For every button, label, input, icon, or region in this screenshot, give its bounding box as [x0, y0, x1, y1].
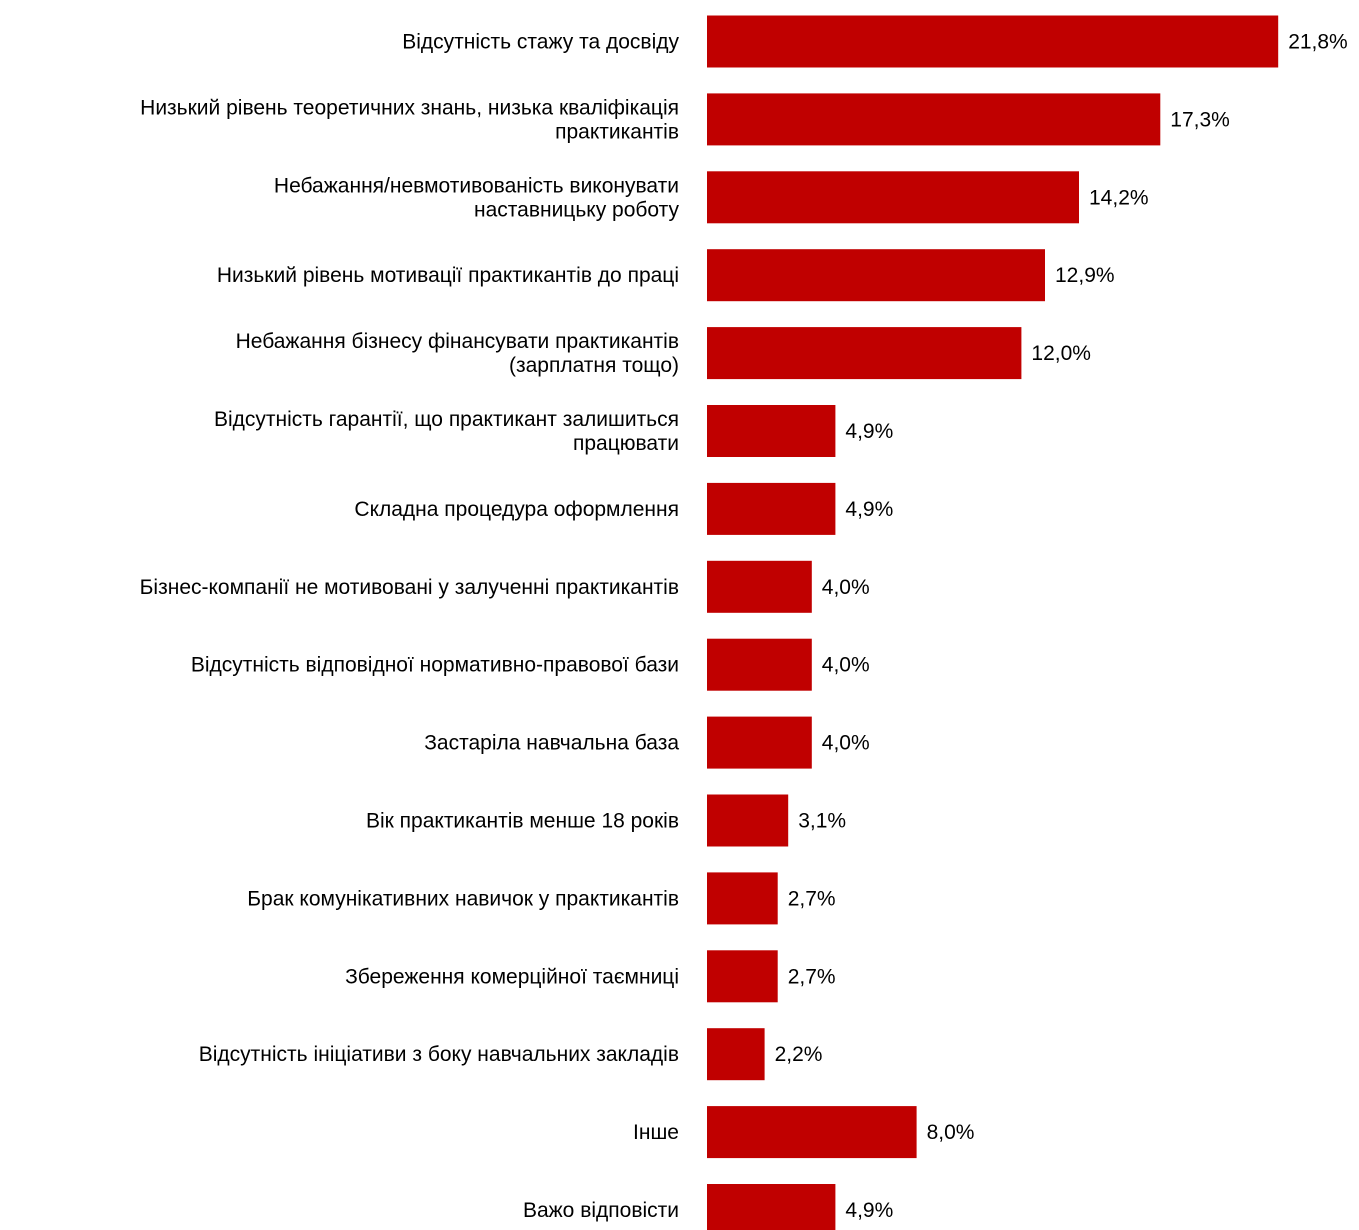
- category-label: Вік практикантів менше 18 років: [366, 810, 679, 833]
- bar: [707, 950, 778, 1003]
- bar: [707, 405, 836, 457]
- category-label: Низький рівень мотивації практикантів до…: [217, 264, 679, 287]
- bar: [707, 1028, 765, 1081]
- value-label: 14,2%: [1089, 186, 1149, 209]
- category-label-line: Важо відповісти: [523, 1199, 679, 1222]
- category-label-line: Відсутність ініціативи з боку навчальних…: [199, 1043, 679, 1066]
- value-label: 4,0%: [822, 654, 870, 677]
- value-label: 2,2%: [775, 1043, 823, 1066]
- category-label: Збереження комерційної таємниці: [345, 965, 679, 988]
- bar: [707, 794, 789, 847]
- value-labels-group: 21,8% 17,3% 14,2% 12,9% 12,0% 4,9% 4,9% 4,0% 4,0…: [775, 31, 1348, 1223]
- category-label-line: Застаріла навчальна база: [424, 732, 679, 755]
- category-label-line: (зарплатня тощо): [509, 354, 679, 377]
- bar: [707, 249, 1045, 302]
- bar: [707, 171, 1079, 224]
- category-label: Брак комунікативних навичок у практикант…: [247, 887, 679, 910]
- category-label-line: працювати: [573, 432, 679, 455]
- value-label: 3,1%: [798, 810, 846, 833]
- category-label: Відсутність ініціативи з боку навчальних…: [199, 1043, 679, 1066]
- category-label-line: Відсутність стажу та досвіду: [402, 31, 679, 54]
- category-label-line: Бізнес-компанії не мотивовані у залученн…: [140, 576, 679, 599]
- category-label-line: Вік практикантів менше 18 років: [366, 810, 679, 833]
- category-label-line: наставницьку роботу: [474, 198, 680, 221]
- bar: [707, 1106, 917, 1159]
- category-label: Небажання/невмотивованість виконувати нас…: [274, 174, 680, 221]
- value-label: 12,9%: [1055, 264, 1115, 287]
- bar: [707, 716, 812, 769]
- value-label: 4,9%: [845, 1199, 893, 1222]
- bar: [707, 93, 1161, 146]
- value-label: 2,7%: [788, 887, 836, 910]
- value-label: 4,0%: [822, 732, 870, 755]
- category-label: Відсутність відповідної нормативно-право…: [191, 654, 679, 677]
- category-label-line: Відсутність гарантії, що практикант зали…: [214, 408, 679, 431]
- category-labels-group: Відсутність стажу та досвіду Низький ріве…: [140, 31, 680, 1223]
- category-label-line: Небажання/невмотивованість виконувати: [274, 174, 679, 197]
- category-label: Відсутність гарантії, що практикант зали…: [214, 408, 679, 455]
- bar: [707, 872, 778, 925]
- value-label: 2,7%: [788, 965, 836, 988]
- category-label-line: Небажання бізнесу фінансувати практикант…: [236, 330, 679, 353]
- bar: [707, 560, 812, 613]
- bar: [707, 327, 1022, 380]
- bar: [707, 482, 836, 535]
- value-label: 4,0%: [822, 576, 870, 599]
- category-label: Важо відповісти: [523, 1199, 679, 1222]
- bars-group: [707, 15, 1279, 1230]
- value-label: 4,9%: [845, 420, 893, 443]
- category-label: Складна процедура оформлення: [354, 498, 679, 521]
- category-label-line: Брак комунікативних навичок у практикант…: [247, 887, 679, 910]
- category-label-line: Низький рівень мотивації практикантів до…: [217, 264, 679, 287]
- category-label: Відсутність стажу та досвіду: [402, 31, 679, 54]
- category-label-line: Збереження комерційної таємниці: [345, 965, 679, 988]
- category-label-line: Складна процедура оформлення: [354, 498, 679, 521]
- bar: [707, 15, 1279, 68]
- category-label: Бізнес-компанії не мотивовані у залученн…: [140, 576, 679, 599]
- category-label-line: практикантів: [555, 120, 679, 143]
- value-label: 12,0%: [1031, 342, 1091, 365]
- category-label: Інше: [633, 1121, 679, 1144]
- category-label: Застаріла навчальна база: [424, 732, 679, 755]
- category-label: Низький рівень теоретичних знань, низька…: [140, 96, 679, 143]
- value-label: 8,0%: [927, 1121, 975, 1144]
- bar: [707, 638, 812, 691]
- category-label-line: Відсутність відповідної нормативно-право…: [191, 654, 679, 677]
- category-label: Небажання бізнесу фінансувати практикант…: [236, 330, 679, 377]
- value-label: 21,8%: [1288, 31, 1348, 54]
- category-label-line: Інше: [633, 1121, 679, 1144]
- value-label: 17,3%: [1170, 108, 1230, 131]
- category-label-line: Низький рівень теоретичних знань, низька…: [140, 96, 679, 119]
- bar: [707, 1184, 836, 1230]
- value-label: 4,9%: [845, 498, 893, 521]
